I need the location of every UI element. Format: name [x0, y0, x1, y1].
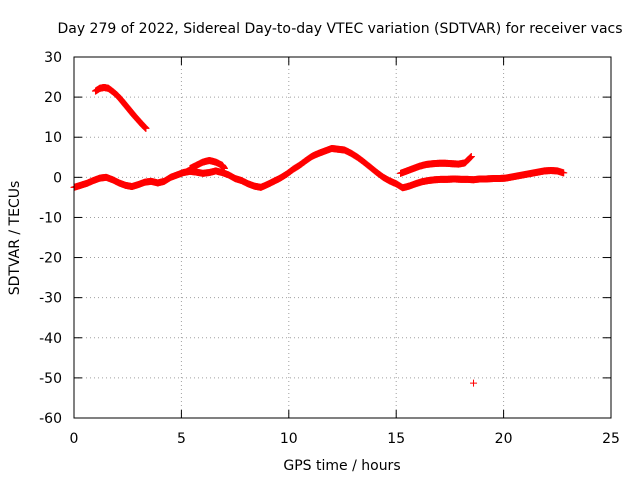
- data-point-late-rise: [467, 153, 475, 161]
- x-tick-label: 15: [387, 431, 405, 447]
- y-tick-label: 30: [44, 50, 62, 66]
- grid-lines: [74, 57, 611, 418]
- y-tick-label: 20: [44, 90, 62, 106]
- y-tick-label: -30: [39, 291, 62, 307]
- x-tick-label: 20: [495, 431, 513, 447]
- y-axis-tick-labels: -60 -50 -40 -30 -20 -10 0 10 20 30: [39, 50, 62, 427]
- data-point-late-rise: [466, 154, 474, 162]
- x-tick-label: 25: [602, 431, 620, 447]
- y-axis-label: SDTVAR / TECUs: [7, 181, 23, 296]
- x-tick-label: 10: [280, 431, 298, 447]
- x-axis-tick-labels: 0 5 10 15 20 25: [70, 431, 620, 447]
- y-tick-label: -40: [39, 331, 62, 347]
- chart-title: Day 279 of 2022, Sidereal Day-to-day VTE…: [57, 21, 622, 37]
- x-axis-label: GPS time / hours: [283, 458, 400, 474]
- y-tick-label: -60: [39, 411, 62, 427]
- data-point-early-arc: [142, 124, 150, 132]
- data-point-outlier: [470, 379, 478, 387]
- y-tick-label: 0: [53, 170, 62, 186]
- data-point-main-track: [560, 169, 568, 177]
- data-point-late-rise: [466, 154, 474, 162]
- data-point-late-rise: [467, 152, 475, 160]
- y-tick-label: -20: [39, 251, 62, 267]
- plot-frame: [73, 56, 612, 419]
- y-tick-label: -10: [39, 210, 62, 226]
- x-tick-label: 0: [70, 431, 79, 447]
- y-tick-label: -50: [39, 371, 62, 387]
- y-tick-label: 10: [44, 130, 62, 146]
- data-points: [70, 83, 568, 387]
- data-point-mid-bump: [220, 165, 228, 173]
- x-tick-label: 5: [177, 431, 186, 447]
